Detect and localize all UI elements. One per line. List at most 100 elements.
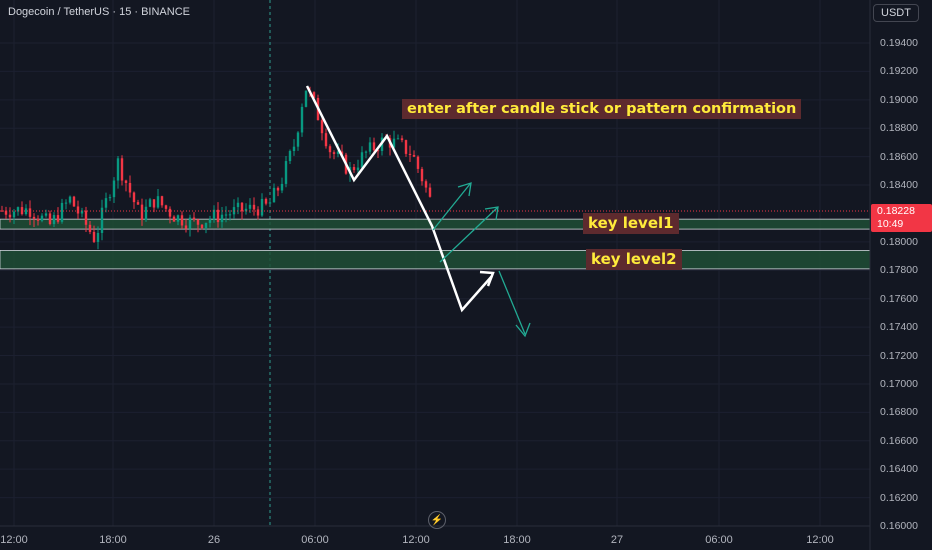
candle-body (292, 146, 296, 152)
projection-arrow-1-head (457, 182, 472, 197)
price-axis-label: 0.16400 (880, 463, 918, 476)
candle-body (104, 198, 108, 208)
candle-body (244, 208, 248, 212)
current-price-countdown: 10:49 (877, 218, 904, 230)
price-axis-label: 0.18000 (880, 235, 918, 248)
candle-body (96, 232, 100, 242)
candle-body (340, 151, 344, 155)
time-axis-label: 18:00 (99, 534, 127, 546)
candle-body (68, 196, 72, 203)
candle-body (300, 106, 304, 133)
candle-body (368, 142, 372, 152)
candle-body (148, 199, 152, 207)
time-axis-label: 18:00 (503, 534, 531, 546)
candle-body (304, 90, 308, 107)
candle-body (420, 168, 424, 182)
candle-body (52, 215, 56, 225)
lightning-icon[interactable]: ⚡ (428, 511, 446, 529)
candle-body (80, 210, 84, 214)
drawn-pattern-path (305, 85, 493, 313)
candle-body (200, 224, 204, 229)
candle-body (408, 153, 412, 155)
price-axis-label: 0.16800 (880, 406, 918, 419)
price-axis-label: 0.18800 (880, 122, 918, 135)
price-axis-label: 0.18600 (880, 150, 918, 163)
currency-button[interactable]: USDT (873, 4, 919, 22)
candle-body (216, 209, 220, 223)
candle-body (204, 222, 208, 229)
candle-body (84, 210, 88, 225)
time-axis-label: 12:00 (402, 534, 430, 546)
candle-body (4, 210, 8, 215)
candle-body (24, 208, 28, 215)
candle-body (192, 217, 196, 220)
price-axis-label: 0.19400 (880, 37, 918, 49)
candle-body (352, 167, 356, 171)
candle-body (240, 202, 244, 212)
candle-body (320, 120, 324, 134)
candle-body (180, 215, 184, 226)
candle-body (36, 218, 40, 221)
candle-body (228, 214, 232, 216)
key-level1-label[interactable]: key level1 (583, 213, 679, 234)
key-level2-label[interactable]: key level2 (586, 249, 682, 270)
candle-body (252, 204, 256, 210)
candle-body (400, 138, 404, 141)
drawn-arrowhead (479, 270, 495, 287)
candle-body (0, 210, 4, 212)
price-axis-label: 0.19000 (880, 93, 918, 106)
candle-body (396, 138, 400, 140)
candle-body (44, 213, 48, 216)
candle-body (336, 151, 340, 154)
candle-body (220, 214, 224, 223)
candle-body (64, 202, 68, 204)
price-axis-label: 0.17400 (880, 321, 918, 334)
candle-body (28, 208, 32, 217)
candle-body (152, 199, 156, 208)
candle-body (416, 156, 420, 169)
candle-body (132, 192, 136, 203)
entry-note[interactable]: enter after candle stick or pattern conf… (402, 99, 802, 119)
candle-body (156, 196, 160, 208)
candle-body (236, 202, 240, 208)
symbol-title[interactable]: Dogecoin / TetherUS · 15 · BINANCE (8, 6, 190, 18)
candle-body (376, 150, 380, 152)
candle-body (56, 215, 60, 222)
key-level-zone[interactable] (0, 250, 871, 270)
candle-body (332, 152, 336, 154)
candle-body (164, 205, 168, 209)
projection-arrow-2 (439, 207, 498, 263)
candle-body (428, 187, 432, 197)
time-axis-label: 27 (610, 534, 624, 546)
time-axis-label: 12:00 (0, 534, 28, 546)
candle-body (144, 206, 148, 220)
candle-body (140, 204, 144, 220)
projection-arrow-3-head (515, 322, 531, 338)
candle-body (168, 208, 172, 217)
candle-body (364, 151, 368, 153)
candle-body (40, 215, 44, 221)
price-axis-label: 0.17600 (880, 292, 918, 305)
candle-body (88, 224, 92, 232)
candle-body (48, 213, 52, 225)
time-axis-label: 06:00 (705, 534, 733, 546)
candle-body (108, 197, 112, 199)
candle-body (8, 214, 12, 218)
candle-body (296, 132, 300, 147)
candle-body (412, 154, 416, 157)
price-axis-label: 0.18400 (880, 179, 918, 192)
price-axis-label: 0.19200 (880, 65, 918, 78)
candle-body (324, 133, 328, 147)
candle-body (392, 138, 396, 148)
candle-body (248, 204, 252, 209)
candle-body (128, 182, 132, 193)
candle-body (312, 92, 316, 98)
candle-body (404, 140, 408, 154)
candle-body (268, 202, 272, 204)
candle-body (184, 225, 188, 229)
candle-body (356, 167, 360, 171)
candle-body (188, 217, 192, 229)
candle-body (224, 214, 228, 216)
projection-arrow-1 (432, 183, 471, 231)
